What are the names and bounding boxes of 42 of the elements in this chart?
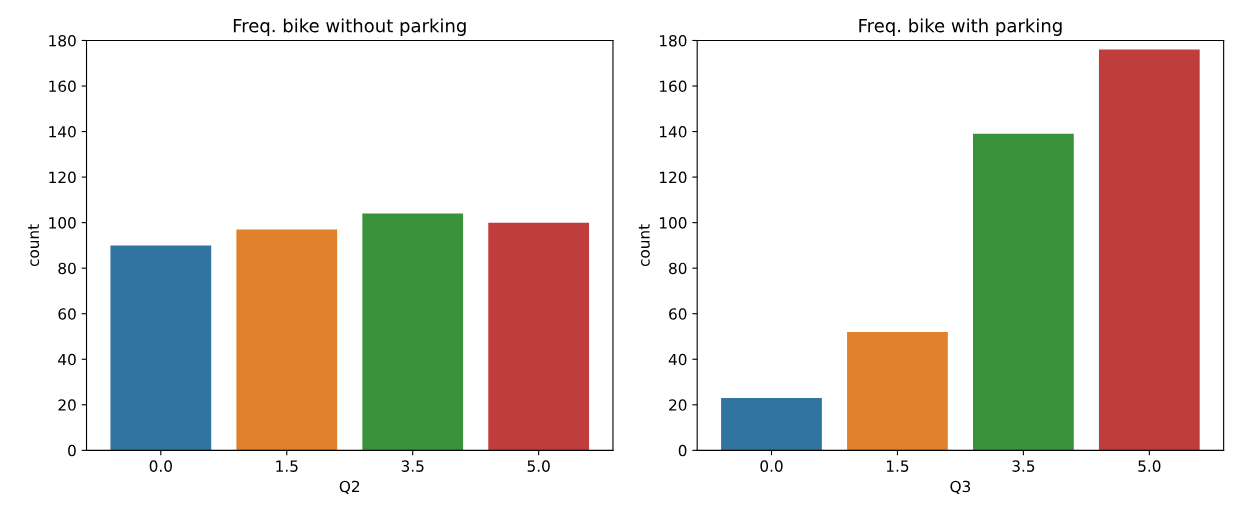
y-tick-label: 60 (669, 308, 687, 320)
x-tick-label: 0.0 (760, 460, 783, 472)
y-tick-label: 80 (58, 262, 76, 275)
x-tick-label: 3.5 (401, 460, 424, 472)
y-tick-label: 160 (49, 80, 76, 93)
y-axis-title: count (638, 224, 650, 267)
x-tick-label: 5.0 (1138, 460, 1161, 472)
y-tick-label: 180 (49, 34, 76, 47)
y-tick-label: 40 (58, 353, 76, 366)
bar (362, 213, 464, 451)
y-tick-label: 120 (659, 171, 687, 184)
chart-title: Freq. bike without parking (233, 18, 466, 36)
bar (847, 331, 948, 451)
x-tick-label: 0.0 (149, 460, 172, 472)
x-tick-label: 1.5 (886, 460, 909, 472)
x-tick-label: 3.5 (1012, 460, 1035, 472)
bar (973, 133, 1074, 451)
y-tick-label: 0 (678, 444, 687, 457)
bar (488, 222, 590, 451)
y-tick-label: 20 (58, 399, 76, 411)
bar (236, 229, 338, 451)
y-tick-label: 180 (659, 34, 687, 47)
y-tick-label: 80 (669, 262, 687, 275)
bar (1098, 49, 1200, 451)
chart-title: Freq. bike with parking (859, 18, 1062, 36)
y-tick-label: 60 (58, 308, 76, 320)
y-tick-label: 140 (49, 126, 76, 138)
y-axis-title: count (28, 224, 40, 267)
x-axis-title: Q2 (339, 480, 360, 494)
y-tick-label: 120 (49, 171, 76, 184)
x-tick-label: 5.0 (527, 460, 550, 472)
y-tick-label: 100 (49, 217, 76, 229)
x-axis-title: Q3 (950, 480, 971, 494)
y-tick-label: 160 (659, 80, 687, 93)
x-tick-label: 1.5 (276, 460, 298, 472)
bar (110, 245, 212, 451)
y-tick-label: 20 (669, 399, 687, 411)
y-tick-label: 100 (659, 217, 687, 229)
y-tick-label: 0 (68, 444, 76, 457)
bar (721, 397, 822, 451)
y-tick-label: 140 (659, 126, 687, 138)
y-tick-label: 40 (668, 353, 687, 366)
